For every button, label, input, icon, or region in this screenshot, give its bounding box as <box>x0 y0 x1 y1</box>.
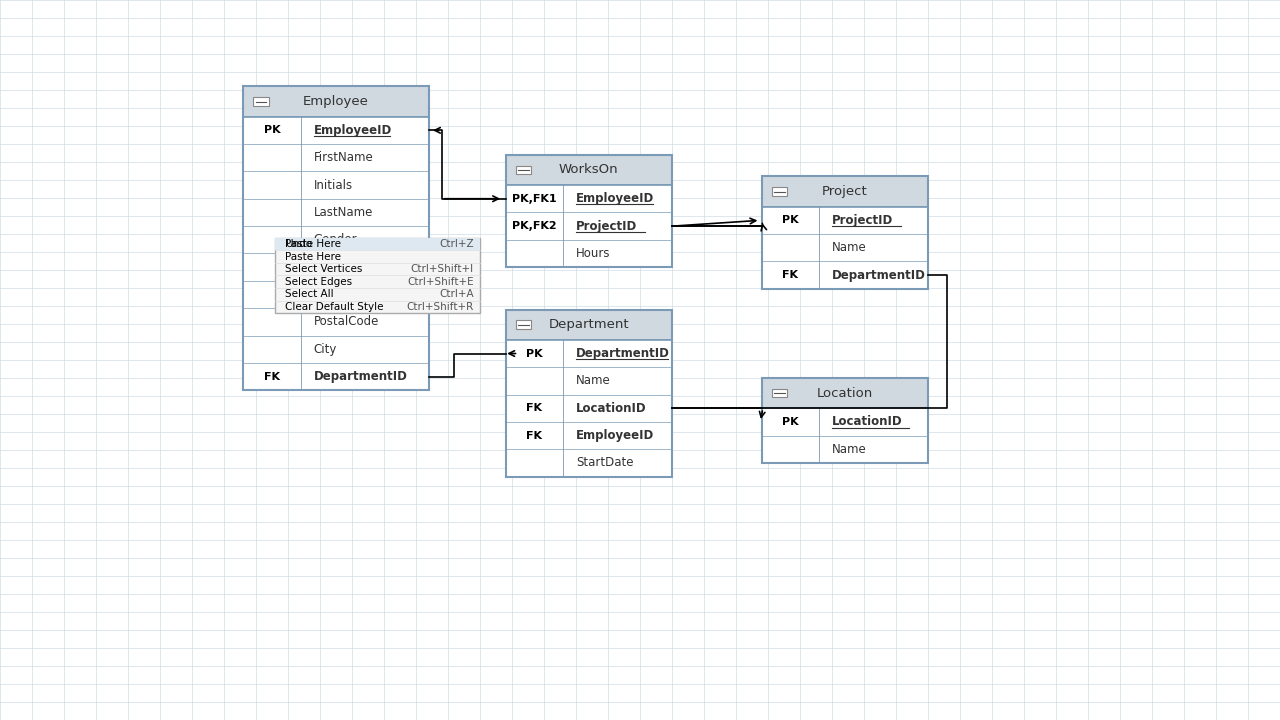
Text: Ctrl+Shift+R: Ctrl+Shift+R <box>406 302 474 312</box>
Text: FK: FK <box>264 372 280 382</box>
Text: Select All: Select All <box>285 289 334 300</box>
FancyBboxPatch shape <box>762 378 928 408</box>
Text: LocationID: LocationID <box>576 402 646 415</box>
Text: Name: Name <box>832 241 867 254</box>
Text: Paste Here: Paste Here <box>285 251 342 261</box>
FancyBboxPatch shape <box>506 185 672 267</box>
Text: EmployeeID: EmployeeID <box>576 192 654 205</box>
FancyBboxPatch shape <box>772 187 787 196</box>
FancyBboxPatch shape <box>506 340 672 477</box>
FancyBboxPatch shape <box>516 166 531 174</box>
Text: StartDate: StartDate <box>576 456 634 469</box>
Text: EmployeeID: EmployeeID <box>576 429 654 442</box>
Text: PK,FK1: PK,FK1 <box>512 194 557 204</box>
Text: LocationID: LocationID <box>832 415 902 428</box>
FancyBboxPatch shape <box>275 238 480 251</box>
Text: Department: Department <box>549 318 628 331</box>
Text: Hours: Hours <box>576 247 611 260</box>
Text: Ctrl+Z: Ctrl+Z <box>439 239 474 249</box>
Text: WorksOn: WorksOn <box>559 163 618 176</box>
Text: Gender: Gender <box>314 233 357 246</box>
Text: PK: PK <box>782 215 799 225</box>
Text: Select Vertices: Select Vertices <box>285 264 362 274</box>
Text: Clear Default Style: Clear Default Style <box>285 302 384 312</box>
Text: Ctrl+Shift+I: Ctrl+Shift+I <box>411 264 474 274</box>
Text: Name: Name <box>832 443 867 456</box>
Text: ProjectID: ProjectID <box>576 220 637 233</box>
Text: DepartmentID: DepartmentID <box>314 370 407 383</box>
FancyBboxPatch shape <box>762 176 928 207</box>
Text: Undo: Undo <box>285 239 312 249</box>
Text: PK: PK <box>526 348 543 359</box>
FancyBboxPatch shape <box>772 389 787 397</box>
Text: LastName: LastName <box>314 206 372 219</box>
Text: Project: Project <box>822 185 868 198</box>
FancyBboxPatch shape <box>762 207 928 289</box>
Text: Street: Street <box>314 288 349 301</box>
FancyBboxPatch shape <box>253 97 269 106</box>
Text: Select Edges: Select Edges <box>285 276 352 287</box>
Text: Employee: Employee <box>303 95 369 108</box>
Text: Location: Location <box>817 387 873 400</box>
Text: PK: PK <box>264 125 280 135</box>
Text: BirthDate: BirthDate <box>314 261 371 274</box>
FancyBboxPatch shape <box>275 238 480 313</box>
Text: City: City <box>314 343 337 356</box>
Text: PK,FK2: PK,FK2 <box>512 221 557 231</box>
Text: EmployeeID: EmployeeID <box>314 124 392 137</box>
Text: Paste Here: Paste Here <box>285 239 342 249</box>
Text: Initials: Initials <box>314 179 353 192</box>
Text: PostalCode: PostalCode <box>314 315 379 328</box>
Text: FirstName: FirstName <box>314 151 374 164</box>
Text: Name: Name <box>576 374 611 387</box>
Text: DepartmentID: DepartmentID <box>832 269 925 282</box>
FancyBboxPatch shape <box>243 117 429 390</box>
FancyBboxPatch shape <box>506 310 672 340</box>
Text: ProjectID: ProjectID <box>832 214 893 227</box>
FancyBboxPatch shape <box>516 320 531 329</box>
Text: FK: FK <box>782 270 799 280</box>
Text: FK: FK <box>526 403 543 413</box>
FancyBboxPatch shape <box>506 155 672 185</box>
FancyBboxPatch shape <box>762 408 928 463</box>
Text: Ctrl+A: Ctrl+A <box>439 289 474 300</box>
Text: FK: FK <box>526 431 543 441</box>
Text: DepartmentID: DepartmentID <box>576 347 669 360</box>
Text: PK: PK <box>782 417 799 427</box>
FancyBboxPatch shape <box>243 86 429 117</box>
Text: Ctrl+Shift+E: Ctrl+Shift+E <box>407 276 474 287</box>
